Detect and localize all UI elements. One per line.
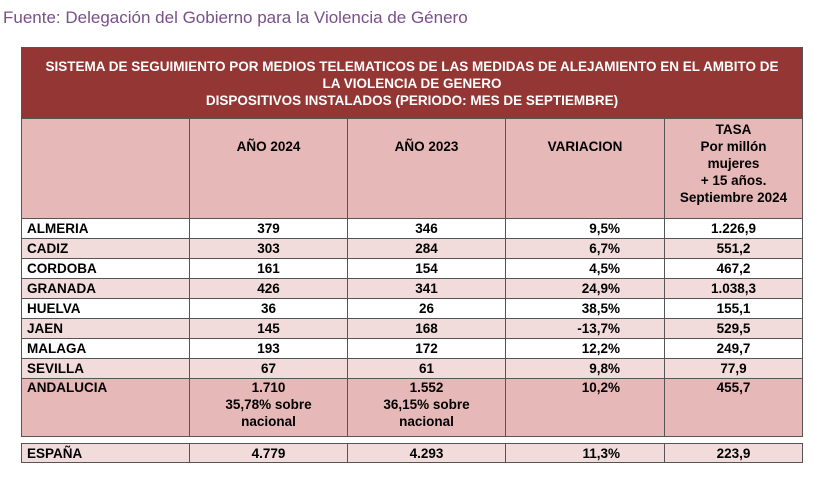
header-row: AÑO 2024 AÑO 2023 VARIACION TASA Por mil… bbox=[21, 118, 804, 219]
value-2023: 341 bbox=[347, 278, 506, 299]
andalucia-2024-value: 1.710 bbox=[251, 380, 286, 395]
spain-rate: 223,9 bbox=[663, 443, 804, 463]
rate-value: 249,7 bbox=[663, 338, 804, 359]
province-name: SEVILLA bbox=[21, 358, 190, 379]
andalucia-2023-share-suffix: nacional bbox=[399, 414, 454, 429]
spain-2024: 4.779 bbox=[189, 443, 348, 463]
province-name: ALMERIA bbox=[21, 218, 190, 239]
table-row: CORDOBA 161 154 4,5% 467,2 bbox=[21, 258, 804, 279]
region-name: ANDALUCIA bbox=[21, 378, 190, 437]
value-2023: 284 bbox=[347, 238, 506, 259]
value-2023: 61 bbox=[347, 358, 506, 379]
value-2023: 154 bbox=[347, 258, 506, 279]
andalucia-2023-value: 1.552 bbox=[409, 380, 444, 395]
title-line-3: DISPOSITIVOS INSTALADOS (PERIODO: MES DE… bbox=[205, 92, 619, 108]
value-2024: 67 bbox=[189, 358, 348, 379]
table-row: GRANADA 426 341 24,9% 1.038,3 bbox=[21, 278, 804, 299]
value-2023: 346 bbox=[347, 218, 506, 239]
rate-value: 155,1 bbox=[663, 298, 804, 319]
value-2024: 303 bbox=[189, 238, 348, 259]
title-line-1: SISTEMA DE SEGUIMIENTO POR MEDIOS TELEMA… bbox=[45, 58, 779, 74]
spacer-row bbox=[21, 436, 803, 444]
table-row: MALAGA 193 172 12,2% 249,7 bbox=[21, 338, 804, 359]
value-2023: 172 bbox=[347, 338, 506, 359]
spacer-cell bbox=[21, 436, 803, 444]
andalucia-2024-share: 35,78% sobre bbox=[225, 397, 312, 412]
andalucia-2023-share: 36,15% sobre bbox=[383, 397, 470, 412]
value-2024: 36 bbox=[189, 298, 348, 319]
header-year-2024: AÑO 2024 bbox=[189, 118, 348, 219]
rate-value: 529,5 bbox=[663, 318, 804, 339]
header-rate: TASA Por millón mujeres + 15 años. Septi… bbox=[663, 118, 804, 219]
andalucia-row: ANDALUCIA 1.710 35,78% sobre nacional 1.… bbox=[21, 378, 804, 437]
variation-value: -13,7% bbox=[505, 318, 665, 339]
value-2023: 168 bbox=[347, 318, 506, 339]
andalucia-2023: 1.552 36,15% sobre nacional bbox=[347, 378, 506, 437]
value-2024: 145 bbox=[189, 318, 348, 339]
rate-value: 77,9 bbox=[663, 358, 804, 379]
andalucia-2024: 1.710 35,78% sobre nacional bbox=[189, 378, 348, 437]
header-empty-cell bbox=[21, 118, 190, 219]
rate-value: 1.038,3 bbox=[663, 278, 804, 299]
spain-row: ESPAÑA 4.779 4.293 11,3% 223,9 bbox=[21, 443, 804, 463]
header-variation: VARIACION bbox=[505, 118, 665, 219]
table-row: HUELVA 36 26 38,5% 155,1 bbox=[21, 298, 804, 319]
value-2024: 379 bbox=[189, 218, 348, 239]
variation-value: 9,8% bbox=[505, 358, 665, 379]
province-name: JAEN bbox=[21, 318, 190, 339]
table-row: ALMERIA 379 346 9,5% 1.226,9 bbox=[21, 218, 804, 239]
spain-2023: 4.293 bbox=[347, 443, 506, 463]
rate-value: 551,2 bbox=[663, 238, 804, 259]
title-line-2: LA VIOLENCIA DE GENERO bbox=[322, 75, 502, 91]
province-name: CORDOBA bbox=[21, 258, 190, 279]
variation-value: 4,5% bbox=[505, 258, 665, 279]
rate-value: 1.226,9 bbox=[663, 218, 804, 239]
rate-value: 467,2 bbox=[663, 258, 804, 279]
variation-value: 24,9% bbox=[505, 278, 665, 299]
title-row: SISTEMA DE SEGUIMIENTO POR MEDIOS TELEMA… bbox=[20, 47, 804, 119]
variation-value: 38,5% bbox=[505, 298, 665, 319]
province-name: GRANADA bbox=[21, 278, 190, 299]
province-name: HUELVA bbox=[21, 298, 190, 319]
variation-value: 12,2% bbox=[505, 338, 665, 359]
andalucia-rate: 455,7 bbox=[663, 378, 804, 437]
variation-value: 6,7% bbox=[505, 238, 665, 259]
source-caption: Fuente: Delegación del Gobierno para la … bbox=[3, 8, 468, 27]
table-row: JAEN 145 168 -13,7% 529,5 bbox=[21, 318, 804, 339]
value-2024: 193 bbox=[189, 338, 348, 359]
country-name: ESPAÑA bbox=[21, 443, 190, 463]
value-2024: 426 bbox=[189, 278, 348, 299]
value-2024: 161 bbox=[189, 258, 348, 279]
devices-table: SISTEMA DE SEGUIMIENTO POR MEDIOS TELEMA… bbox=[20, 47, 804, 463]
andalucia-variation: 10,2% bbox=[505, 378, 665, 437]
province-name: CADIZ bbox=[21, 238, 190, 259]
province-name: MALAGA bbox=[21, 338, 190, 359]
header-year-2023: AÑO 2023 bbox=[347, 118, 506, 219]
value-2023: 26 bbox=[347, 298, 506, 319]
table-row: SEVILLA 67 61 9,8% 77,9 bbox=[21, 358, 804, 379]
table-row: CADIZ 303 284 6,7% 551,2 bbox=[21, 238, 804, 259]
andalucia-2024-share-suffix: nacional bbox=[241, 414, 296, 429]
variation-value: 9,5% bbox=[505, 218, 665, 239]
spain-variation: 11,3% bbox=[505, 443, 665, 463]
table-title: SISTEMA DE SEGUIMIENTO POR MEDIOS TELEMA… bbox=[20, 47, 804, 119]
